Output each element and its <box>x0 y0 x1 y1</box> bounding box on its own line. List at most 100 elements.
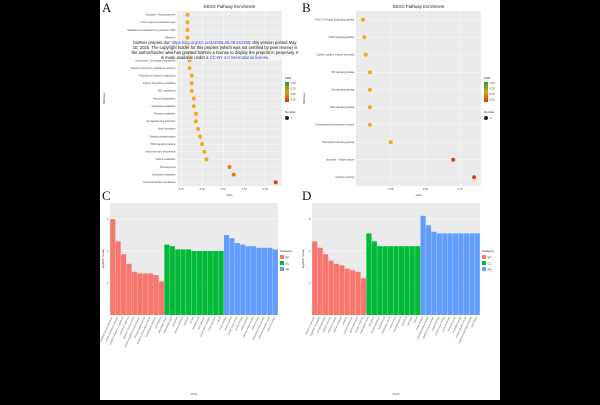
y-axis-label: -log10(P value) <box>101 249 105 269</box>
pathway-label: Pyruvate metabolism <box>154 113 176 116</box>
pathway-label: Cushing syndrome <box>335 176 355 179</box>
go-term-bar <box>420 215 426 315</box>
pathway-label: FOXO / NF-kappa B signaling pathway <box>315 19 355 22</box>
pathway-point <box>472 175 477 180</box>
pathway-label: Thermogenesis <box>160 166 177 169</box>
chart-title-B: KEGG Pathway Enrichment <box>393 4 446 9</box>
go-term-bar <box>251 246 257 315</box>
term-tick-label: cytokine production <box>343 315 354 334</box>
legend-number-dot <box>484 116 488 120</box>
go-term-bar <box>164 244 170 315</box>
notice-license-link[interactable]: CC-BY 4.0 International license <box>209 55 269 60</box>
y-tick-label: 4 <box>107 249 109 253</box>
go-term-bar <box>360 278 367 315</box>
term-tick-label: apoptotic process <box>322 315 332 333</box>
go-term-bar <box>463 233 470 315</box>
pathway-point <box>273 180 278 185</box>
x-tick-label: 0.01 <box>179 187 185 191</box>
go-term-bar <box>202 251 208 315</box>
legend-fdr-tick: 1.00 <box>490 81 496 85</box>
y-axis-label: Pathway <box>302 92 306 104</box>
legend-fdr-tick: 0.50 <box>291 92 297 96</box>
legend-category-title: Category <box>482 249 495 253</box>
pathway-point <box>362 35 367 40</box>
go-term-bar <box>229 238 235 315</box>
chart-title-A: KEGG Pathway Enrichment <box>204 4 257 9</box>
x-tick-label: 0.25 <box>388 187 394 191</box>
term-tick-label: cytoplasmic vesicle <box>381 315 392 334</box>
pathway-point <box>191 104 196 109</box>
notice-line1: bioRxiv preprint doi: <box>133 40 171 45</box>
pathway-label: Fat digestion and absorption <box>147 120 177 123</box>
y-tick-label: 6 <box>309 217 311 221</box>
go-term-bar <box>169 246 175 315</box>
x-tick-label: 0.75 <box>458 187 464 191</box>
legend-fdr-title: FDR <box>484 76 491 80</box>
go-term-bar <box>355 271 361 315</box>
pathway-point <box>231 172 236 177</box>
x-tick-label: 0.50 <box>423 187 429 191</box>
pathway-point <box>363 52 368 57</box>
pathway-point <box>367 122 372 127</box>
go-term-bar <box>120 254 127 315</box>
pathway-point <box>191 96 196 101</box>
pathway-point <box>367 87 372 92</box>
go-term-bar <box>404 246 410 315</box>
go-term-bar <box>377 246 383 315</box>
term-tick-label: cell death <box>341 315 348 325</box>
pathway-label: Nucleotide metabolism <box>152 173 175 176</box>
term-tick-label: cytosol <box>413 316 419 324</box>
go-term-bar <box>148 273 154 315</box>
legend-number-dot <box>285 116 289 120</box>
term-tick-label: cell adhesion <box>155 316 163 329</box>
term-tick-label: membrane raft <box>192 316 201 331</box>
legend-fdr-title: FDR <box>285 76 292 80</box>
pathway-label: Fatty acid degradation <box>153 97 176 100</box>
go-term-bar <box>393 246 399 315</box>
legend-category-title: Category <box>280 249 293 253</box>
legend-fdr-tick: 1.00 <box>291 81 297 85</box>
go-term-bar <box>339 265 345 315</box>
notice-doi-link[interactable]: https://doi.org/10.1101/2025.05.08.65235… <box>171 40 251 45</box>
go-term-bar <box>398 246 404 315</box>
pathway-point <box>196 126 200 131</box>
go-term-bar <box>267 247 273 315</box>
legend-swatch <box>482 261 486 265</box>
go-term-bar <box>180 249 186 315</box>
term-tick-label: extracellular region <box>157 315 168 334</box>
go-term-bar <box>191 251 197 315</box>
legend-fdr-tick: 0.25 <box>490 98 496 102</box>
pathway-label: Oxidative phosphorylation <box>149 135 176 138</box>
term-tick-label: endoplasmic reticulum <box>199 316 211 337</box>
x-tick-label: 0.02 <box>200 187 206 191</box>
go-term-bar <box>126 263 132 315</box>
panel-letter-C: C <box>102 188 111 203</box>
panel-letter-B: B <box>302 0 311 15</box>
go-term-bar <box>245 246 251 315</box>
go-term-bar <box>350 270 356 315</box>
term-tick-label: growth factor binding <box>434 315 446 335</box>
go-term-bar <box>458 233 464 315</box>
x-tick-label: 0.05 <box>263 187 269 191</box>
pathway-label: PPAR signaling pathway <box>151 143 177 146</box>
pathway-point <box>193 119 198 124</box>
legend-number-title: Number <box>285 110 296 114</box>
pathway-point <box>189 81 194 86</box>
legend-item-label: BP <box>286 256 290 260</box>
term-tick-label: nucleus <box>190 316 195 325</box>
pathway-label: Arginine and proline metabolism <box>143 82 176 85</box>
term-tick-label: protein binding <box>219 315 228 330</box>
go-term-bar <box>175 249 181 315</box>
term-tick-label: plasma membrane <box>174 315 185 333</box>
pathway-point <box>198 134 203 139</box>
go-term-bar <box>234 243 240 315</box>
term-tick-label: response to stress <box>327 315 338 333</box>
go-term-bar <box>142 273 148 315</box>
pathway-point <box>185 20 190 25</box>
term-tick-label: plasma membrane <box>370 315 381 333</box>
go-term-bar <box>213 251 219 315</box>
go-term-bar <box>333 263 339 315</box>
term-tick-label: focal adhesion <box>198 316 206 330</box>
pathway-label: Amino sugar and nucleotide sugar <box>141 21 176 24</box>
pathway-label: Cytokine-cytokine receptor interaction <box>316 54 355 57</box>
